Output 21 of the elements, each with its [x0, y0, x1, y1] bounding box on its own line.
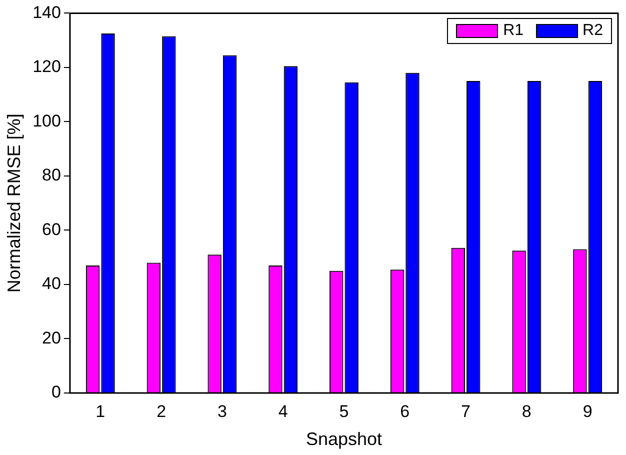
y-tick-label: 80	[42, 166, 61, 185]
legend-label: R2	[582, 22, 603, 40]
y-tick-label: 60	[42, 220, 61, 239]
x-tick-label: 3	[217, 402, 227, 421]
y-tick-label: 140	[32, 2, 61, 22]
y-tick-label: 100	[32, 111, 61, 130]
legend-label: R1	[503, 22, 524, 40]
y-tick-label: 40	[42, 274, 61, 294]
y-tick-label: 20	[42, 328, 61, 348]
x-tick-label: 5	[339, 402, 349, 421]
y-tick-label: 120	[32, 57, 61, 76]
x-tick-label: 2	[156, 402, 166, 421]
x-tick-label: 9	[582, 402, 592, 421]
y-tick-label: 0	[51, 382, 61, 402]
x-tick-label: 1	[96, 402, 106, 421]
x-tick-label: 4	[278, 402, 288, 421]
y-axis-title: Normalized RMSE [%]	[4, 114, 24, 293]
x-tick-label: 8	[522, 402, 532, 421]
x-tick-label: 6	[400, 402, 410, 421]
x-tick-label: 7	[461, 402, 470, 421]
x-axis-title: Snapshot	[306, 429, 382, 450]
